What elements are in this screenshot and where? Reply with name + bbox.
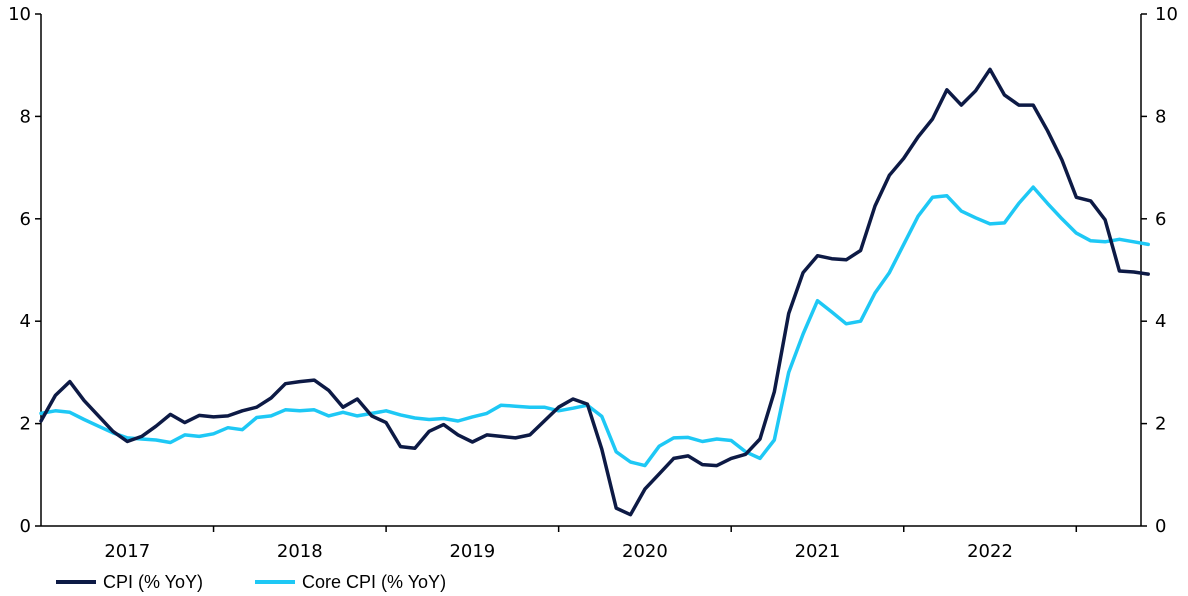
x-tick-label-2021: 2021 [795,541,841,562]
y-tick-label-right-4: 4 [1155,311,1166,332]
y-tick-label-right-6: 6 [1155,209,1166,230]
y-tick-label-right-0: 0 [1155,516,1166,537]
y-tick-label-left-10: 10 [8,4,31,25]
legend: CPI (% YoY) Core CPI (% YoY) [56,572,446,592]
axes [40,14,1142,527]
legend-label-cpi: CPI (% YoY) [103,572,203,592]
x-tick-label-2018: 2018 [277,541,323,562]
y-tick-label-right-8: 8 [1155,106,1166,127]
y-tick-label-left-2: 2 [20,414,31,435]
y-tick-label-left-0: 0 [20,516,31,537]
series-lines [39,67,1150,517]
x-tick-label-2019: 2019 [449,541,495,562]
series-line-core-cpi [39,185,1150,468]
x-tick-label-2022: 2022 [967,541,1013,562]
series-line-cpi [39,67,1150,517]
y-tick-label-right-10: 10 [1155,4,1178,25]
x-ticks: 2017 2018 2019 2020 2021 2022 [104,526,1078,562]
y-tick-label-left-6: 6 [20,209,31,230]
y-ticks: 0 0 2 2 4 4 6 6 8 8 10 10 [8,4,1178,537]
x-tick-label-2020: 2020 [622,541,668,562]
y-tick-label-left-4: 4 [20,311,31,332]
x-tick-label-2017: 2017 [104,541,150,562]
legend-label-core-cpi: Core CPI (% YoY) [302,572,446,592]
y-tick-label-right-2: 2 [1155,414,1166,435]
y-tick-label-left-8: 8 [20,106,31,127]
